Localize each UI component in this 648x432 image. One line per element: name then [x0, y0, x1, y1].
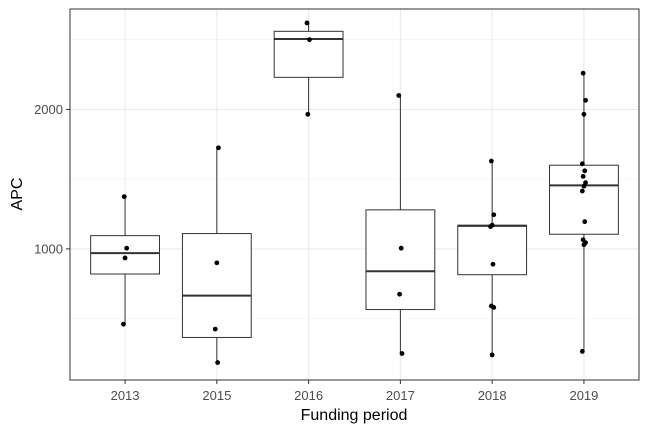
data-point-2015	[216, 145, 221, 151]
data-point-2017	[397, 291, 402, 297]
axes: 1000 2000 2013 2015 2016 2017 2018 2019	[34, 102, 598, 403]
y-tick-label: 1000	[34, 241, 63, 256]
data-point-2018	[489, 352, 495, 358]
data-point-2019	[580, 237, 586, 243]
data-point-2013	[121, 194, 127, 199]
box-2016	[273, 22, 344, 115]
data-point-2018	[489, 222, 495, 228]
data-point-2017	[398, 245, 404, 251]
box-iqr	[457, 224, 528, 276]
x-tick-label: 2016	[294, 388, 323, 403]
data-point-2019	[583, 97, 588, 103]
data-point-2016	[307, 37, 312, 43]
x-tick-label: 2018	[478, 388, 507, 403]
data-point-2016	[305, 111, 311, 117]
x-tick-label: 2017	[386, 388, 415, 403]
data-point-2015	[214, 260, 220, 266]
data-point-2018	[490, 261, 496, 267]
data-point-2019	[581, 111, 587, 117]
data-point-2019	[582, 168, 588, 174]
data-point-2019	[579, 188, 585, 194]
plot-background	[70, 9, 639, 380]
y-axis-title: APC	[9, 178, 26, 211]
data-point-2019	[583, 180, 588, 186]
box-iqr	[181, 233, 252, 338]
data-point-2019	[579, 349, 585, 354]
box-iqr	[90, 235, 160, 275]
data-point-2015	[212, 326, 218, 332]
data-point-2018	[488, 303, 494, 309]
data-point-2019	[580, 70, 586, 76]
plot-panel-border	[69, 8, 640, 381]
data-point-2018	[491, 212, 497, 218]
data-point-2015	[215, 360, 221, 365]
data-point-2017	[396, 93, 402, 98]
box-2018	[457, 161, 528, 355]
x-tick-label: 2015	[202, 388, 231, 403]
box-2015	[181, 147, 252, 363]
data-point-2016	[304, 20, 310, 26]
data-point-2013	[124, 245, 130, 251]
data-point-2019	[582, 219, 588, 225]
data-point-2018	[488, 158, 494, 164]
data-point-2017	[399, 351, 405, 356]
x-tick-label: 2019	[569, 388, 598, 403]
data-point-2019	[579, 161, 585, 167]
data-points	[121, 20, 588, 365]
x-axis-title: Funding period	[301, 407, 408, 424]
x-tick-label: 2013	[111, 388, 140, 403]
boxes	[90, 22, 619, 363]
data-point-2013	[121, 321, 126, 327]
y-tick-label: 2000	[34, 102, 63, 117]
data-point-2019	[580, 173, 586, 179]
box-2013	[90, 196, 160, 325]
data-point-2013	[122, 255, 128, 261]
